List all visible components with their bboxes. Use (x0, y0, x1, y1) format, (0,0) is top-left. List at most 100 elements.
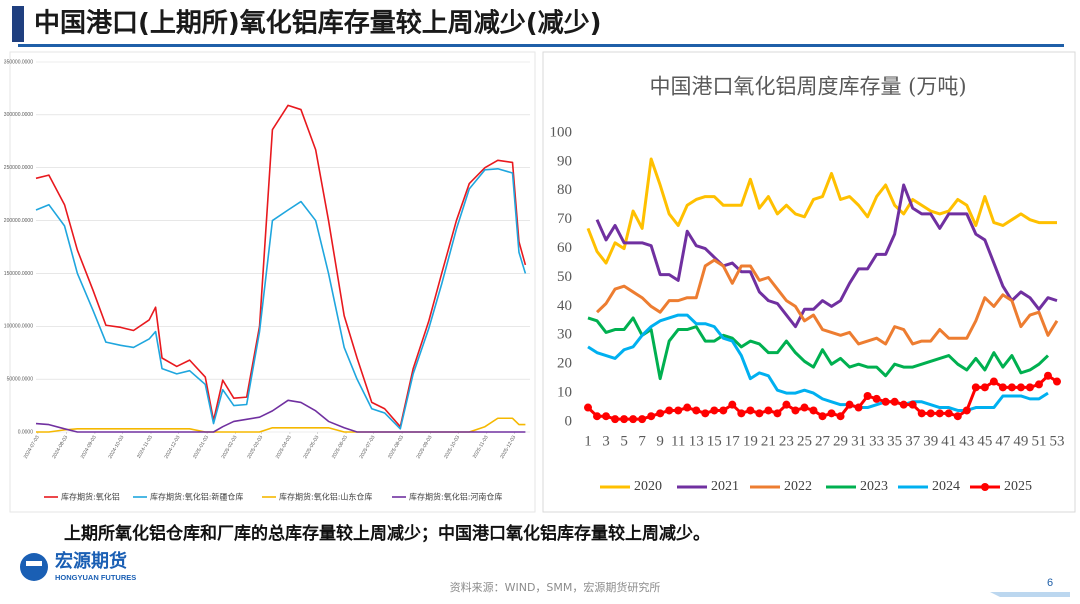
series-marker (737, 409, 746, 418)
y-tick-label: 150000.0000 (4, 271, 33, 277)
series-marker (809, 406, 818, 415)
x-tick-label: 9 (656, 433, 664, 449)
series-marker (890, 397, 899, 406)
y-tick-label: 350000.0000 (4, 59, 33, 65)
series-line (35, 167, 527, 430)
legend-label: 2023 (860, 479, 888, 494)
series-marker (827, 409, 836, 418)
logo-icon (20, 553, 48, 581)
series-marker (773, 409, 782, 418)
y-tick-label: 0.0000 (18, 429, 34, 435)
x-tick-label: 33 (869, 433, 884, 449)
page-number: 6 (1047, 577, 1053, 589)
series-marker (638, 415, 647, 424)
series-marker (1016, 383, 1025, 392)
legend-label: 库存期货:氧化铝:山东仓库 (279, 492, 372, 502)
x-tick-label: 19 (743, 433, 758, 449)
title-rule (18, 44, 1064, 47)
x-tick-label: 13 (689, 433, 704, 449)
y-tick-label: 50000.0000 (7, 376, 34, 382)
x-tick-label: 49 (1013, 433, 1028, 449)
slide-title: 中国港口(上期所)氧化铝库存量较上周减少(减少) (34, 8, 602, 39)
logo-name: 宏源期货 (55, 550, 127, 572)
source: 资料来源：WIND，SMM，宏源期货研究所 (450, 580, 661, 594)
series-marker (719, 406, 728, 415)
series-marker (683, 403, 692, 412)
x-tick-label: 15 (707, 433, 722, 449)
series-marker (818, 412, 827, 421)
x-tick-label: 53 (1050, 433, 1065, 449)
x-tick-label: 29 (833, 433, 848, 449)
series-marker (800, 403, 809, 412)
x-tick-label: 7 (638, 433, 646, 449)
y-tick-label: 200000.0000 (4, 218, 33, 224)
y-tick-label: 250000.0000 (4, 165, 33, 171)
series-marker (899, 400, 908, 409)
series-marker (980, 383, 989, 392)
series-marker (656, 409, 665, 418)
x-tick-label: 11 (671, 433, 685, 449)
series-marker (962, 406, 971, 415)
x-tick-label: 39 (923, 433, 938, 449)
x-tick-label: 23 (779, 433, 794, 449)
y-tick-label: 40 (557, 298, 572, 314)
series-marker (1025, 383, 1034, 392)
series-marker (863, 391, 872, 400)
series-marker (953, 412, 962, 421)
series-marker (728, 400, 737, 409)
y-tick-label: 0 (565, 413, 573, 429)
x-tick-label: 47 (995, 433, 1011, 449)
series-marker (845, 400, 854, 409)
series-marker (665, 406, 674, 415)
x-tick-label: 17 (725, 433, 741, 449)
series-marker (989, 377, 998, 386)
series-marker (1043, 371, 1052, 380)
series-marker (908, 400, 917, 409)
x-tick-label: 27 (815, 433, 831, 449)
series-marker (692, 406, 701, 415)
legend-label: 库存期货:氧化铝 (61, 492, 120, 502)
y-tick-label: 100 (550, 124, 573, 140)
logo: 宏源期货 HONGYUAN FUTURES (20, 550, 136, 582)
x-tick-label: 35 (887, 433, 902, 449)
series-marker (764, 406, 773, 415)
y-tick-label: 100000.0000 (4, 324, 33, 330)
series-marker (593, 412, 602, 421)
series-line (35, 399, 526, 433)
x-tick-label: 51 (1031, 433, 1046, 449)
title-accent (12, 6, 24, 42)
series-marker (674, 406, 683, 415)
series-line (587, 316, 1050, 381)
corner-decoration (990, 592, 1070, 597)
x-tick-label: 45 (977, 433, 992, 449)
series-marker (791, 406, 800, 415)
series-line (595, 258, 1059, 346)
series-marker (917, 409, 926, 418)
y-tick-label: 80 (557, 182, 572, 198)
series-marker (782, 400, 791, 409)
x-tick-label: 3 (602, 433, 610, 449)
legend-label: 2020 (634, 479, 662, 494)
y-tick-label: 90 (557, 153, 572, 169)
series-marker (998, 383, 1007, 392)
legend-label: 2025 (1004, 479, 1032, 494)
logo-icon-stripe (26, 561, 42, 566)
y-tick-label: 70 (557, 211, 572, 227)
legend-label: 库存期货:氧化铝:河南仓库 (409, 492, 502, 502)
series-line (587, 313, 1049, 412)
series-marker (854, 403, 863, 412)
series-marker (926, 409, 935, 418)
x-tick-label: 37 (905, 433, 921, 449)
series-marker (629, 415, 638, 424)
right-panel (542, 51, 1076, 513)
series-marker (710, 406, 719, 415)
legend-label: 2024 (932, 479, 960, 494)
series-marker (620, 415, 629, 424)
chart-title: 中国港口氧化铝周度库存量 (万吨) (649, 75, 966, 99)
series-line (586, 157, 1057, 265)
x-tick-label: 43 (959, 433, 974, 449)
y-tick-label: 20 (557, 356, 572, 372)
series-marker (746, 406, 755, 415)
legend-label: 库存期货:氧化铝:新疆仓库 (150, 492, 243, 502)
y-tick-label: 300000.0000 (4, 112, 33, 118)
